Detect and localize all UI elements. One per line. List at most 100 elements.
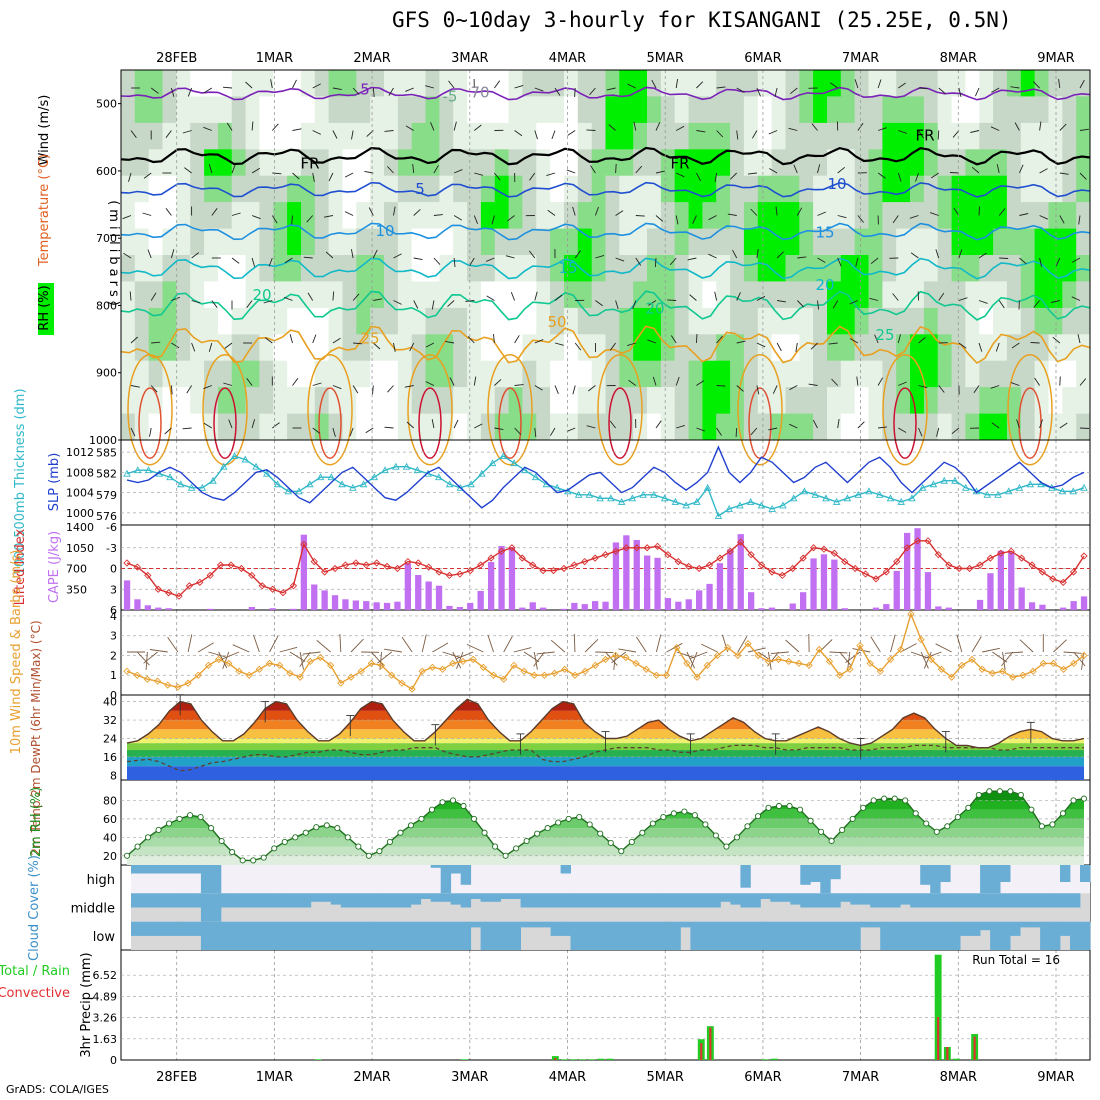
upper-wind-barb <box>263 300 273 304</box>
thickness-point <box>467 480 475 488</box>
rh-cell <box>148 281 163 309</box>
surface-wind-barb <box>1001 651 1014 667</box>
upper-wind-barb <box>788 127 798 131</box>
lifted-index-point <box>809 544 818 552</box>
surface-wind-barb <box>299 651 304 670</box>
rh-cell <box>605 70 620 97</box>
cloud-cell <box>710 921 721 950</box>
rh-cell <box>121 281 136 309</box>
rh2m-point <box>807 817 814 824</box>
lifted-index-point <box>529 561 537 569</box>
rh-cell <box>577 360 593 388</box>
freezing-level-line <box>120 146 1091 166</box>
rh-cell <box>190 96 205 124</box>
rh-cell <box>148 307 163 335</box>
lifted-index-point <box>934 551 943 559</box>
cloud-cell <box>850 893 861 905</box>
upper-wind-barb <box>514 384 524 386</box>
date-label-top: 28FEB <box>156 51 197 66</box>
upper-wind-barb <box>453 169 463 174</box>
rh-cell <box>439 228 454 256</box>
upper-wind-barb <box>750 208 758 216</box>
rh-cell <box>896 96 911 124</box>
cloud-cell <box>980 865 991 894</box>
upper-wind-barb <box>203 422 213 429</box>
rh-cell <box>993 413 1008 441</box>
rh-cell <box>1006 228 1022 256</box>
rh-cell <box>1062 122 1077 150</box>
rh-cell <box>702 413 717 441</box>
rh-cell <box>660 360 676 388</box>
pressure-axis-label: (millibars) <box>106 200 121 310</box>
cape-bar <box>540 607 547 610</box>
lifted-index-point <box>893 557 901 566</box>
rh-cell <box>425 228 440 256</box>
cloud-cell <box>520 921 531 928</box>
upper-wind-barb <box>324 215 333 218</box>
surface-wind-barb <box>533 651 545 667</box>
surface-wind-barb <box>636 636 647 653</box>
upper-wind-barb <box>974 87 980 97</box>
rh-cell <box>799 387 814 414</box>
precip-legend-total: Total / Rain <box>0 964 70 979</box>
rh-cell <box>896 149 911 177</box>
rh-cell <box>716 360 731 388</box>
cloud-layer-label: low <box>93 930 116 945</box>
cloud-cell <box>990 865 1001 894</box>
rh-cell <box>965 387 980 414</box>
upper-wind-barb <box>869 297 879 301</box>
rh-cell <box>1034 334 1049 362</box>
upper-wind-barb <box>958 249 963 259</box>
rh-cell <box>688 202 703 229</box>
rh2m-point <box>1070 797 1077 804</box>
cloud-cell <box>230 893 242 908</box>
rh-cell <box>591 228 606 256</box>
cloud-cell <box>430 921 442 950</box>
cloud-cell <box>1030 921 1041 928</box>
rh-cell <box>148 360 163 388</box>
rh-cell <box>148 96 163 124</box>
rh-cell <box>467 96 482 124</box>
cloud-cell <box>770 893 781 902</box>
rh-cell <box>259 202 274 229</box>
rh-cell <box>1076 175 1091 203</box>
rh-cell <box>1006 175 1022 203</box>
rh-cell <box>494 413 510 441</box>
upper-wind-barb <box>387 385 394 393</box>
rh-cell <box>536 281 551 309</box>
cloud-cell <box>420 921 432 950</box>
rh-cell <box>439 175 454 203</box>
upper-wind-barb <box>312 334 317 344</box>
wind-speed-point <box>927 655 935 664</box>
rh-cell <box>730 255 745 282</box>
rh-cell <box>1034 360 1049 388</box>
rh-cell <box>356 281 371 309</box>
wind-speed-point <box>367 659 375 668</box>
wind-speed-point <box>459 657 467 666</box>
rh2m-point <box>365 852 372 859</box>
rh-cell <box>370 281 385 309</box>
upper-wind-barb <box>837 419 840 429</box>
upper-wind-barb <box>433 165 439 174</box>
lifted-index-point <box>466 566 474 575</box>
cape-bar <box>207 608 214 610</box>
temp-band <box>127 766 1084 780</box>
upper-wind-barb <box>283 296 293 301</box>
thickness-point <box>703 483 712 491</box>
temp-band <box>127 720 1084 730</box>
rh-legend-label: RH (%) <box>37 285 52 330</box>
rh-cell <box>979 255 994 282</box>
rh-cell <box>148 202 163 229</box>
temp-cell-outer <box>1007 353 1053 466</box>
cloud-cell <box>680 921 691 928</box>
surface-wind-barb <box>920 651 929 669</box>
rh-cell <box>397 334 413 362</box>
precip-convective-bar <box>937 1017 940 1060</box>
rh-cell <box>134 255 150 282</box>
rh-cell <box>217 96 233 124</box>
surface-wind-barb <box>316 640 331 653</box>
rh-cell <box>577 413 593 441</box>
thickness-point <box>1058 487 1067 495</box>
rh-cell <box>868 255 883 282</box>
cloud-cell <box>161 921 172 936</box>
